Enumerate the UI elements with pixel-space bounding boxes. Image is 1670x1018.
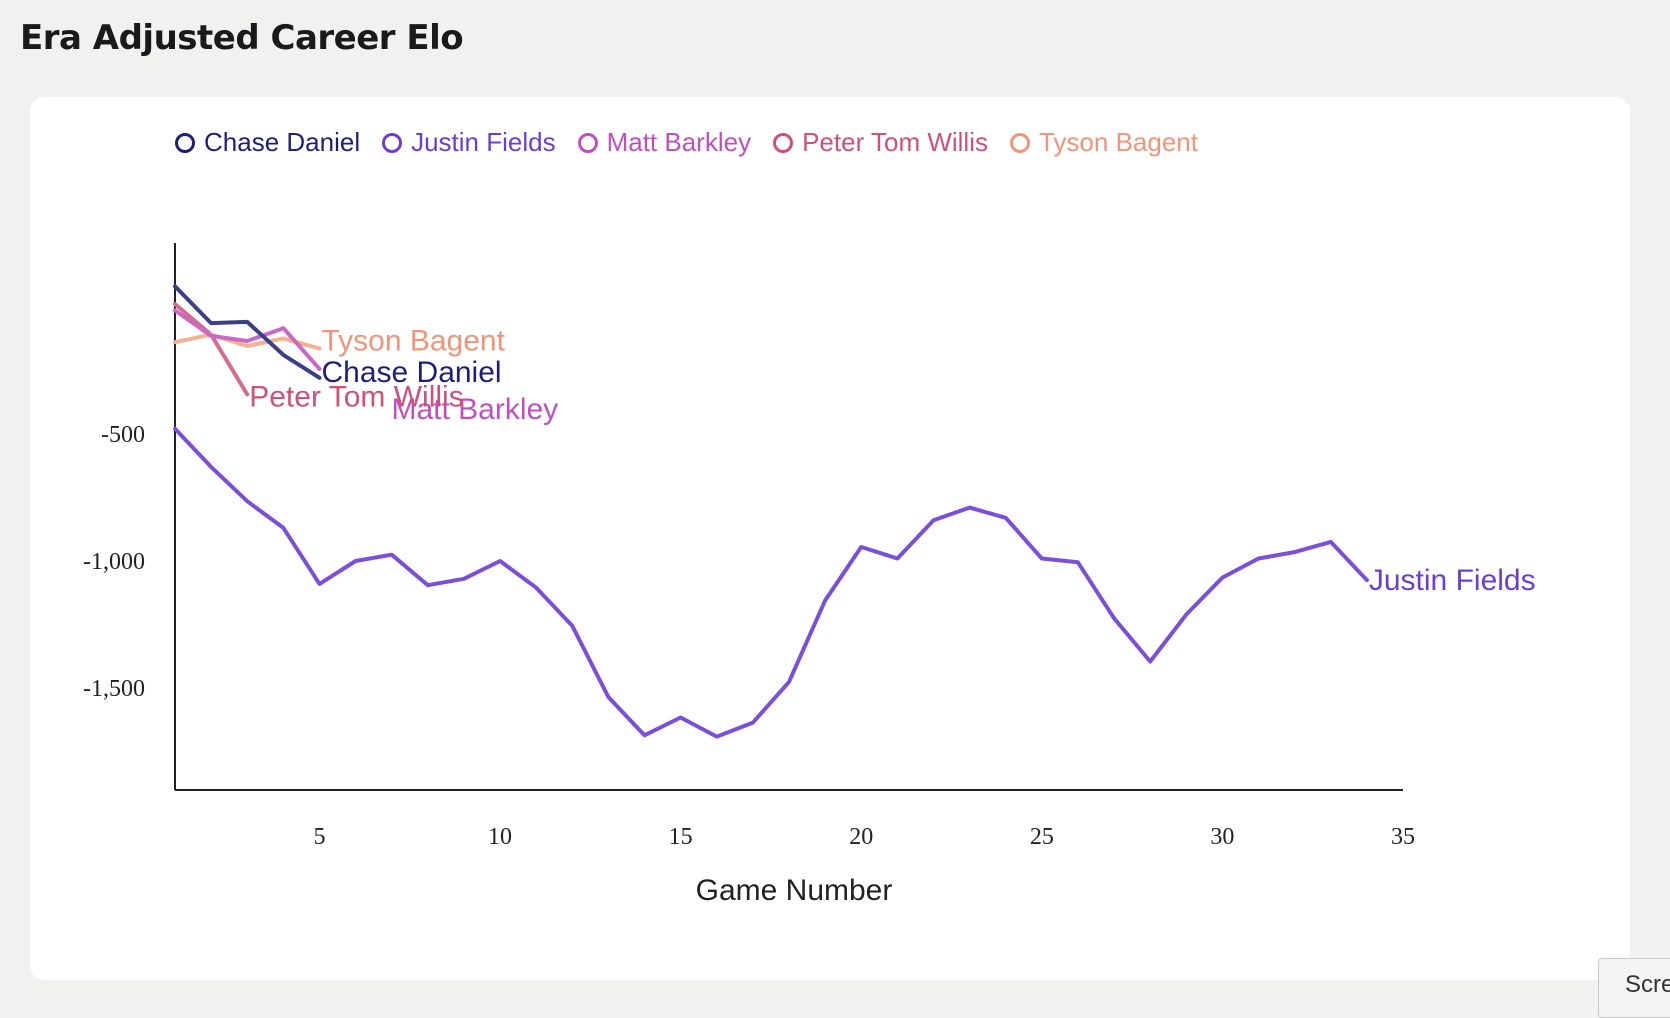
chart-legend: Chase Daniel Justin Fields Matt Barkley … bbox=[175, 127, 1198, 158]
series-line-matt-barkley bbox=[173, 308, 322, 371]
x-tick-label: 20 bbox=[849, 824, 873, 850]
legend-label: Tyson Bagent bbox=[1038, 127, 1198, 157]
series-end-label-tyson-bagent: Tyson Bagent bbox=[321, 325, 505, 358]
legend-item-chase-daniel[interactable]: Chase Daniel bbox=[175, 127, 360, 158]
y-tick-label: -1,000 bbox=[83, 549, 145, 575]
y-tick-label: -1,500 bbox=[83, 676, 145, 702]
series-line-justin-fields bbox=[173, 426, 1369, 739]
series-end-label-justin-fields: Justin Fields bbox=[1369, 564, 1536, 597]
x-tick-label: 30 bbox=[1210, 824, 1234, 850]
x-tick-label: 10 bbox=[488, 824, 512, 850]
x-tick-label: 5 bbox=[313, 824, 325, 850]
legend-circle-icon bbox=[577, 132, 598, 153]
x-tick-label: 35 bbox=[1391, 824, 1415, 850]
series-line-chase-daniel bbox=[173, 284, 322, 380]
legend-label: Matt Barkley bbox=[606, 127, 752, 157]
legend-circle-icon bbox=[1009, 132, 1030, 153]
series-end-label-chase-daniel: Chase Daniel bbox=[321, 356, 501, 389]
legend-label: Chase Daniel bbox=[204, 127, 361, 157]
y-tick-label: -500 bbox=[101, 422, 145, 448]
legend-item-justin-fields[interactable]: Justin Fields bbox=[382, 127, 556, 158]
legend-item-tyson-bagent[interactable]: Tyson Bagent bbox=[1009, 127, 1198, 158]
chart-card: Chase Daniel Justin Fields Matt Barkley … bbox=[30, 97, 1630, 980]
legend-label: Peter Tom Willis bbox=[802, 127, 988, 157]
legend-circle-icon bbox=[382, 132, 403, 153]
legend-item-matt-barkley[interactable]: Matt Barkley bbox=[577, 127, 752, 158]
legend-label: Justin Fields bbox=[411, 127, 556, 157]
x-tick-label: 15 bbox=[669, 824, 693, 850]
legend-item-peter-tom-willis[interactable]: Peter Tom Willis bbox=[773, 127, 988, 158]
x-tick-label: 25 bbox=[1030, 824, 1054, 850]
legend-circle-icon bbox=[175, 132, 195, 153]
x-axis-title: Game Number bbox=[696, 874, 893, 907]
line-chart: 5 10 15 20 25 30 35 -500 -1,000 -1,500 Game Number… bbox=[83, 243, 1536, 907]
series-end-label-matt-barkley: Matt Barkley bbox=[391, 393, 558, 426]
page-title: Era Adjusted Career Elo bbox=[20, 18, 464, 58]
legend-circle-icon bbox=[773, 132, 794, 153]
series-end-label-peter-tom-willis: Peter Tom Willis bbox=[249, 380, 463, 413]
screen-tab[interactable]: Scre bbox=[1598, 958, 1670, 1018]
